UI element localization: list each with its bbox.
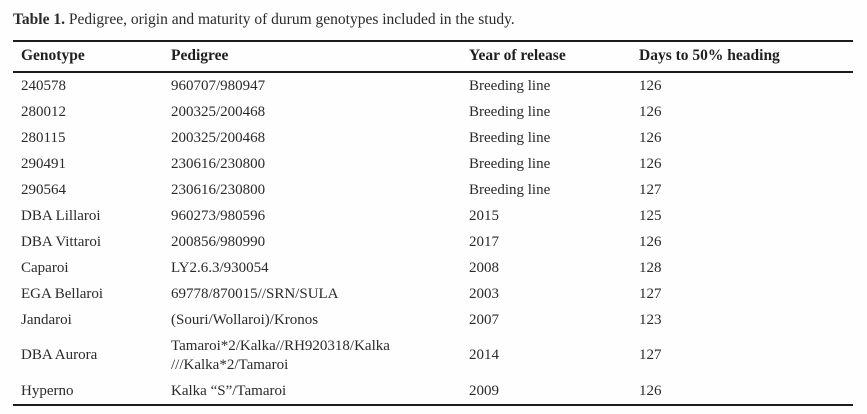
column-header-days-to-heading: Days to 50% heading bbox=[639, 47, 780, 64]
genotype-table: Genotype Pedigree Year of release Days t… bbox=[13, 40, 853, 406]
cell-pedigree: Kalka “S”/Tamaroi bbox=[171, 382, 287, 399]
cell-year: Breeding line bbox=[469, 155, 551, 172]
table-row: DBA Aurora Tamaroi*2/Kalka//RH920318/Kal… bbox=[13, 333, 853, 378]
column-header-genotype: Genotype bbox=[21, 47, 85, 64]
cell-pedigree: 200856/980990 bbox=[171, 233, 266, 250]
cell-genotype: EGA Bellaroi bbox=[21, 285, 104, 302]
table-row: Jandaroi (Souri/Wollaroi)/Kronos 2007 12… bbox=[13, 307, 853, 333]
cell-pedigree: LY2.6.3/930054 bbox=[171, 259, 269, 276]
table-caption-label: Table 1. bbox=[13, 11, 65, 28]
cell-days: 126 bbox=[639, 77, 662, 94]
cell-days: 126 bbox=[639, 233, 662, 250]
table-row: 240578 960707/980947 Breeding line 126 bbox=[13, 72, 853, 99]
cell-days: 128 bbox=[639, 259, 662, 276]
cell-pedigree: 960273/980596 bbox=[171, 207, 266, 224]
cell-pedigree: (Souri/Wollaroi)/Kronos bbox=[171, 311, 319, 328]
cell-pedigree: 230616/230800 bbox=[171, 155, 266, 172]
cell-genotype: Jandaroi bbox=[21, 311, 72, 328]
cell-genotype: 240578 bbox=[21, 77, 66, 94]
cell-genotype: Hyperno bbox=[21, 382, 74, 399]
cell-pedigree: 960707/980947 bbox=[171, 77, 266, 94]
cell-year: Breeding line bbox=[469, 181, 551, 198]
cell-days: 125 bbox=[639, 207, 662, 224]
cell-year: Breeding line bbox=[469, 77, 551, 94]
cell-genotype: DBA Aurora bbox=[21, 347, 98, 363]
cell-days: 126 bbox=[639, 129, 662, 146]
cell-genotype: DBA Lillaroi bbox=[21, 207, 101, 224]
cell-genotype: 280012 bbox=[21, 103, 66, 120]
cell-genotype: 290564 bbox=[21, 181, 66, 198]
table-row: DBA Lillaroi 960273/980596 2015 125 bbox=[13, 203, 853, 229]
cell-year: 2007 bbox=[469, 311, 499, 328]
cell-days: 127 bbox=[639, 181, 662, 198]
table-row: 290491 230616/230800 Breeding line 126 bbox=[13, 151, 853, 177]
cell-genotype: Caparoi bbox=[21, 259, 69, 276]
table-row: 280115 200325/200468 Breeding line 126 bbox=[13, 125, 853, 151]
cell-year: 2017 bbox=[469, 233, 499, 250]
cell-year: Breeding line bbox=[469, 103, 551, 120]
column-header-year-of-release: Year of release bbox=[469, 47, 566, 64]
cell-genotype: DBA Vittaroi bbox=[21, 233, 102, 250]
table-row: 280012 200325/200468 Breeding line 126 bbox=[13, 99, 853, 125]
cell-year: 2003 bbox=[469, 285, 499, 302]
cell-year: 2009 bbox=[469, 382, 499, 399]
cell-year: 2015 bbox=[469, 207, 499, 224]
table-row: 290564 230616/230800 Breeding line 127 bbox=[13, 177, 853, 203]
cell-genotype: 280115 bbox=[21, 129, 66, 146]
cell-pedigree: 230616/230800 bbox=[171, 181, 266, 198]
cell-days: 126 bbox=[639, 382, 662, 399]
cell-days: 126 bbox=[639, 155, 662, 172]
table-header-row: Genotype Pedigree Year of release Days t… bbox=[13, 41, 853, 72]
cell-year: Breeding line bbox=[469, 129, 551, 146]
table-row: DBA Vittaroi 200856/980990 2017 126 bbox=[13, 229, 853, 255]
table-caption-text: Pedigree, origin and maturity of durum g… bbox=[64, 11, 515, 28]
cell-days: 127 bbox=[639, 285, 662, 302]
cell-pedigree: 200325/200468 bbox=[171, 103, 266, 120]
cell-days: 123 bbox=[639, 311, 662, 328]
column-header-pedigree: Pedigree bbox=[171, 47, 229, 64]
cell-days: 127 bbox=[639, 347, 662, 363]
table-row: Hyperno Kalka “S”/Tamaroi 2009 126 bbox=[13, 378, 853, 405]
cell-pedigree: 69778/870015//SRN/SULA bbox=[171, 285, 339, 302]
cell-days: 126 bbox=[639, 103, 662, 120]
cell-pedigree: 200325/200468 bbox=[171, 129, 266, 146]
cell-genotype: 290491 bbox=[21, 155, 66, 172]
table-row: Caparoi LY2.6.3/930054 2008 128 bbox=[13, 255, 853, 281]
cell-year: 2008 bbox=[469, 259, 499, 276]
table-row: EGA Bellaroi 69778/870015//SRN/SULA 2003… bbox=[13, 281, 853, 307]
cell-pedigree: Tamaroi*2/Kalka//RH920318/Kalka ///Kalka… bbox=[171, 337, 390, 373]
cell-year: 2014 bbox=[469, 347, 499, 363]
table-caption: Table 1. Pedigree, origin and maturity o… bbox=[0, 0, 867, 40]
